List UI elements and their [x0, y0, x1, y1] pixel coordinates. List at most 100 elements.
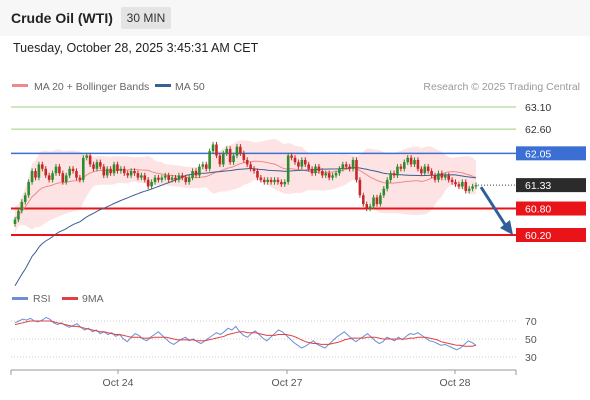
candle-body	[307, 164, 310, 169]
candle-body	[239, 146, 242, 154]
candle-body	[317, 166, 321, 171]
candle-body	[300, 159, 304, 167]
candle-body	[283, 182, 287, 185]
candle-body	[23, 195, 27, 202]
candle-body	[157, 177, 160, 180]
candle-body	[204, 164, 208, 169]
candle-body	[163, 175, 167, 178]
level-label-60-80: 60.80	[525, 204, 551, 216]
moving-averages	[14, 160, 477, 287]
datetime-label: Tuesday, October 28, 2025 3:45:31 AM CET	[13, 41, 259, 55]
candle-body	[409, 157, 413, 165]
candle-body	[41, 164, 44, 169]
candle-body	[334, 173, 338, 176]
candle-body	[262, 179, 266, 183]
candle-body	[17, 210, 20, 220]
candle-body	[423, 166, 427, 174]
candle-body	[402, 162, 406, 169]
candle-body	[133, 171, 136, 174]
candle-body	[293, 157, 297, 163]
candle-body	[153, 177, 157, 183]
candle-body	[467, 188, 471, 191]
candle-body	[389, 173, 392, 180]
candle-body	[126, 173, 129, 176]
candle-body	[327, 173, 331, 178]
candle-body	[365, 204, 369, 209]
candle-body	[198, 166, 201, 176]
level-labels: 63.10 62.60 62.05 61.33 60.80 60.20	[516, 102, 586, 242]
candle-body	[64, 175, 68, 183]
candle-body	[426, 166, 430, 171]
candle-body	[331, 175, 334, 178]
ma50-line	[14, 167, 477, 287]
candle-body	[215, 144, 218, 156]
candle-body	[324, 173, 328, 176]
candle-body	[392, 173, 396, 176]
rsi-ma9-line	[14, 320, 477, 347]
forecast-arrow-head	[500, 220, 513, 235]
candle-body	[109, 168, 112, 174]
candle-body	[143, 175, 147, 180]
ma20-legend-label: MA 20 + Bollinger Bands	[34, 81, 149, 93]
rsi-level-label-30: 30	[525, 352, 537, 364]
candle-body	[314, 166, 317, 174]
candle-body	[245, 159, 249, 165]
x-axis-label: Oct 27	[272, 377, 303, 389]
level-tag-60-80	[516, 201, 586, 216]
ma20-line	[14, 160, 477, 220]
candle-body	[58, 166, 61, 174]
candle-body	[92, 164, 95, 169]
candle-body	[321, 171, 324, 176]
candle-body	[228, 148, 232, 163]
candle-body	[379, 195, 382, 205]
candle-body	[437, 173, 440, 180]
level-tag-62-05	[516, 146, 586, 161]
candle-body	[457, 184, 461, 187]
level-tag-61-33	[516, 178, 586, 193]
candle-body	[116, 164, 119, 171]
candle-body	[358, 179, 362, 196]
candle-body	[454, 182, 457, 185]
candle-body	[51, 173, 54, 180]
candle-body	[433, 175, 437, 180]
candle-body	[375, 197, 379, 205]
ma50-legend-swatch	[155, 84, 171, 87]
candle-body	[187, 177, 191, 183]
candle-body	[269, 179, 273, 183]
candle-body	[461, 182, 464, 187]
candle-body	[208, 151, 211, 169]
candle-body	[54, 166, 58, 174]
candle-body	[150, 182, 153, 187]
x-axis-label: Oct 24	[103, 377, 134, 389]
candle-body	[146, 179, 150, 187]
candle-body	[413, 159, 416, 165]
rsi-line	[14, 316, 477, 351]
forecast-arrow	[479, 186, 513, 235]
chart-header	[0, 0, 590, 36]
candle-body	[112, 164, 116, 174]
candlesticks	[13, 141, 478, 227]
credit-label: Research © 2025 Trading Central	[423, 81, 580, 93]
candle-body	[78, 177, 82, 180]
candle-body	[27, 182, 30, 196]
candle-body	[194, 171, 198, 176]
candle-body	[177, 175, 181, 180]
candle-body	[464, 182, 468, 191]
candle-body	[68, 168, 71, 176]
candle-body	[341, 164, 345, 169]
x-axis-label: Oct 28	[440, 377, 471, 389]
candle-body	[99, 162, 102, 167]
candle-body	[235, 146, 239, 156]
level-label-60-20: 60.20	[525, 230, 551, 242]
candle-body	[406, 157, 410, 163]
candle-body	[105, 168, 109, 176]
candle-body	[47, 175, 51, 180]
candle-body	[368, 206, 372, 209]
timeframe-button[interactable]: 30 MIN	[121, 7, 171, 29]
instrument-title: Crude Oil (WTI)	[11, 10, 113, 26]
candle-body	[420, 168, 423, 174]
candle-body	[297, 162, 300, 167]
candle-body	[266, 179, 269, 183]
candle-body	[191, 171, 194, 178]
candle-body	[232, 155, 235, 163]
